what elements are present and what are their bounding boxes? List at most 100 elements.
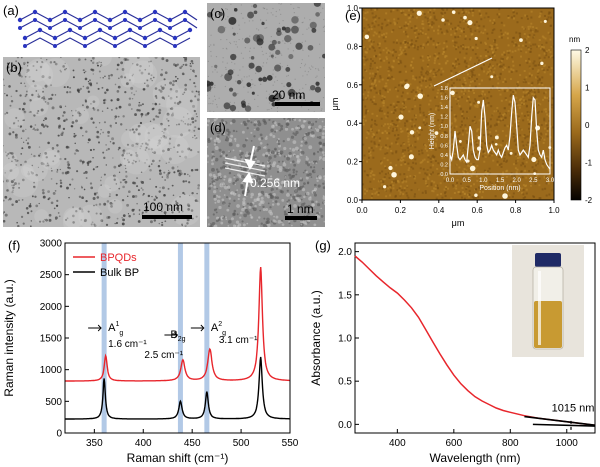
inset-ylabel: Height (nm) xyxy=(429,113,436,150)
afm-particle xyxy=(364,34,370,40)
raman-xtick-label: 500 xyxy=(233,438,250,449)
inset-ytick-label: 1.8 xyxy=(440,86,448,92)
afm-particle xyxy=(391,171,397,178)
afm-particle xyxy=(409,130,415,135)
afm-xtick-label: 0.4 xyxy=(433,206,445,215)
afm-profile-line xyxy=(433,57,493,87)
scalebar-line-d xyxy=(285,216,317,220)
colorbar-tick-label: -2 xyxy=(585,196,593,205)
afm-particle xyxy=(543,19,547,23)
raman-legend-label: Bulk BP xyxy=(100,267,139,279)
panel-e-label: (e) xyxy=(345,8,361,23)
raman-peak-label: A1g xyxy=(108,321,123,337)
absorbance-ytick-label: 1.5 xyxy=(338,290,352,301)
colorbar xyxy=(570,49,582,201)
afm-particle xyxy=(398,114,404,120)
tem-image-midmag xyxy=(207,3,325,112)
absorbance-ytick-label: 0.0 xyxy=(338,420,352,431)
afm-particle xyxy=(509,151,513,155)
raman-xtick-label: 550 xyxy=(282,438,299,449)
afm-ytick-label: 1.0 xyxy=(347,4,359,13)
raman-ytick-label: 1500 xyxy=(40,334,63,345)
absorbance-cutoff-label: 1015 nm xyxy=(552,402,595,414)
scalebar-text-c: 20 nm xyxy=(272,88,306,102)
raman-ytick-label: 2000 xyxy=(40,302,63,313)
vial-photo xyxy=(512,245,584,357)
afm-particle xyxy=(477,100,481,104)
absorbance-xtick-label: 600 xyxy=(445,438,462,449)
tem-image-lowmag xyxy=(3,57,200,227)
absorbance-ytick-label: 0.5 xyxy=(338,377,352,388)
absorbance-ytick-label: 1.0 xyxy=(338,334,352,345)
inset-xtick-label: 2.5 xyxy=(529,178,538,184)
inset-xtick-label: 0.5 xyxy=(462,178,471,184)
inset-ytick-label: 1.0 xyxy=(440,124,448,130)
raman-ytick-label: 0 xyxy=(56,429,62,440)
afm-particle xyxy=(404,84,409,90)
panel-c-label: (c) xyxy=(210,6,226,21)
inset-ytick-label: 1.4 xyxy=(440,105,448,111)
panel-d-label: (d) xyxy=(210,120,226,135)
colorbar-tick-label: 1 xyxy=(585,84,590,93)
inset-ytick-label: 0.8 xyxy=(440,134,448,140)
raman-fwhm-arrow xyxy=(190,324,205,332)
inset-xtick-label: 1.5 xyxy=(496,178,505,184)
raman-fwhm-annotation: 3.1 cm⁻¹ xyxy=(219,335,258,346)
absorbance-xtick-label: 1000 xyxy=(556,438,579,449)
raman-ytick-label: 500 xyxy=(45,397,62,408)
hrtem-image xyxy=(207,118,325,227)
absorbance-tangent-line xyxy=(524,415,596,427)
inset-ytick-label: 0.4 xyxy=(440,153,448,159)
absorbance-xtick-label: 400 xyxy=(389,438,406,449)
raman-legend-label: BPQDs xyxy=(100,252,137,264)
afm-particle xyxy=(531,157,537,163)
inset-ytick-label: 0.2 xyxy=(440,162,448,168)
colorbar-unit: nm xyxy=(569,35,580,44)
raman-ylabel: Raman intensity (a.u.) xyxy=(2,279,16,396)
afm-ytick-label: 0.0 xyxy=(347,196,359,205)
afm-particle xyxy=(434,131,439,136)
raman-peak-band xyxy=(204,243,210,433)
afm-xlabel: μm xyxy=(452,218,465,228)
inset-frame xyxy=(449,87,551,175)
raman-xlabel: Raman shift (cm⁻¹) xyxy=(127,451,229,465)
inset-xtick-label: 1.0 xyxy=(479,178,488,184)
raman-peak-band xyxy=(177,243,183,433)
raman-series-bpqds xyxy=(65,266,290,382)
inset-ytick-label: 0.0 xyxy=(440,172,448,178)
absorbance-chart: 1015 nm 400 600 800 1000 0.0 0.5 1.0 1.5 2.0 Wavel… xyxy=(309,242,596,465)
panel-a-label: (a) xyxy=(3,3,19,18)
afm-particle xyxy=(458,139,462,143)
afm-xtick-label: 1.0 xyxy=(548,206,560,215)
inset-ytick-label: 1.2 xyxy=(440,115,448,121)
afm-particle xyxy=(416,10,422,16)
absorbance-ylabel: Absorbance (a.u.) xyxy=(309,290,323,385)
inset-ytick-label: 0.6 xyxy=(440,143,448,149)
afm-particle xyxy=(388,165,393,171)
absorbance-xtick-label: 800 xyxy=(502,438,519,449)
absorbance-xlabel: Wavelength (nm) xyxy=(430,451,521,465)
raman-ytick-label: 1000 xyxy=(40,365,63,376)
afm-particle xyxy=(383,185,387,189)
afm-particle xyxy=(474,193,478,197)
afm-particle xyxy=(469,165,476,172)
afm-ytick-label: 0.4 xyxy=(347,119,359,128)
afm-chart: 0.0 0.2 0.4 0.6 0.8 1.0 0.0 0.2 0.4 0.6 0.8 1.0 μm μm… xyxy=(330,4,593,228)
vial-highlight xyxy=(538,271,541,345)
panel-b-label: (b) xyxy=(6,60,22,75)
scalebar-text-b: 100 nm xyxy=(143,200,184,214)
raman-xtick-label: 450 xyxy=(184,438,201,449)
colorbar-tick-label: 2 xyxy=(585,46,590,55)
inset-ytick-label: 1.6 xyxy=(440,96,448,102)
afm-particle xyxy=(417,93,424,99)
inset-xtick-label: 3.0 xyxy=(546,178,555,184)
absorbance-baseline-line xyxy=(532,423,596,427)
afm-particle xyxy=(494,135,499,140)
afm-particle xyxy=(418,126,422,130)
afm-ytick-label: 0.8 xyxy=(347,42,359,51)
afm-ylabel: μm xyxy=(330,98,340,111)
raman-fwhm-annotation: 2.5 cm⁻¹ xyxy=(144,350,183,361)
raman-ytick-label: 2500 xyxy=(40,270,63,281)
afm-frame xyxy=(361,7,555,201)
inset-height-profile xyxy=(449,95,551,170)
